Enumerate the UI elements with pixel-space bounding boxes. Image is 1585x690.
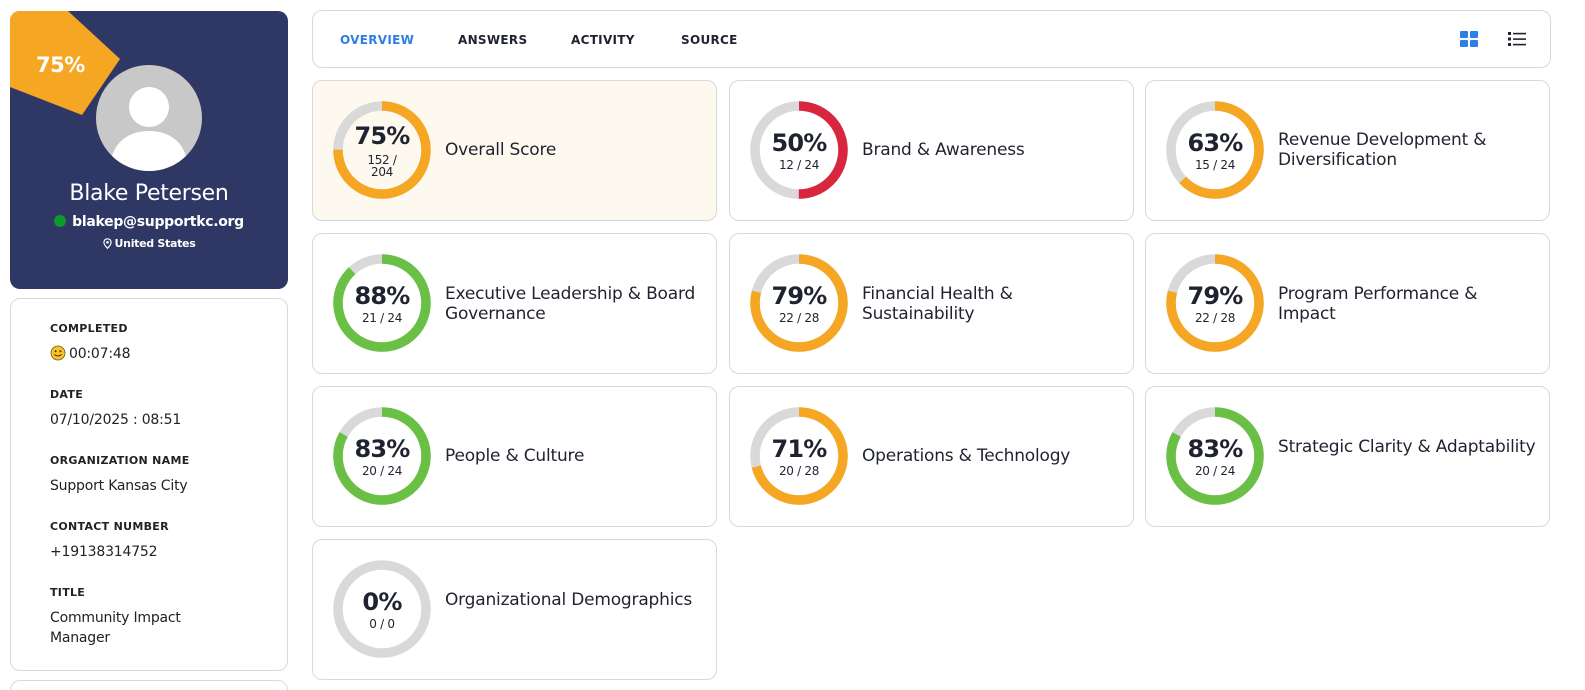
detail-label: TITLE [50, 586, 86, 599]
tab-answers[interactable]: ANSWERS [458, 33, 528, 47]
profile-email-row: blakep@supportkc.org [10, 214, 288, 230]
grid-view-icon [1460, 31, 1478, 47]
score-card-revenue-development[interactable]: 63% 15 / 24 Revenue Development & Divers… [1145, 80, 1550, 221]
score-ratio: 22 / 28 [1194, 311, 1236, 325]
score-percent: 88% [354, 282, 410, 310]
score-percent: 79% [771, 282, 827, 310]
user-silhouette-icon [110, 87, 188, 171]
score-ratio: 15 / 24 [1194, 158, 1236, 172]
score-card-operations-technology[interactable]: 71% 20 / 28 Operations & Technology [729, 386, 1134, 527]
score-title: Strategic Clarity & Adaptability [1278, 437, 1536, 457]
score-ring: 79% 22 / 28 [1166, 254, 1264, 352]
score-ratio: 152 / 204 [367, 153, 397, 179]
detail-label: DATE [50, 388, 84, 401]
score-ratio: 22 / 28 [778, 311, 820, 325]
score-card-people-culture[interactable]: 83% 20 / 24 People & Culture [312, 386, 717, 527]
score-card-executive-leadership[interactable]: 88% 21 / 24 Executive Leadership & Board… [312, 233, 717, 374]
score-card-program-performance[interactable]: 79% 22 / 28 Program Performance & Impact [1145, 233, 1550, 374]
score-ratio: 12 / 24 [778, 158, 820, 172]
profile-location: United States [114, 237, 196, 250]
score-ratio: 21 / 24 [361, 311, 403, 325]
location-pin-icon [102, 238, 112, 252]
completed-time: 00:07:48 [69, 346, 131, 362]
tab-source[interactable]: SOURCE [681, 33, 738, 47]
avatar[interactable] [96, 65, 202, 171]
grid-view-button[interactable] [1458, 28, 1480, 50]
score-card-organizational-demographics[interactable]: 0% 0 / 0 Organizational Demographics [312, 539, 717, 680]
score-percent: 71% [771, 435, 827, 463]
score-percent: 0% [362, 588, 402, 616]
score-ring: 83% 20 / 24 [1166, 407, 1264, 505]
score-title: Brand & Awareness [862, 140, 1025, 160]
tabs-bar: OVERVIEW ANSWERS ACTIVITY SOURCE [312, 10, 1551, 68]
score-percent: 83% [1187, 435, 1243, 463]
detail-value: +19138314752 [50, 544, 158, 560]
detail-value: Support Kansas City [50, 478, 188, 494]
score-ring: 88% 21 / 24 [333, 254, 431, 352]
list-view-icon [1508, 32, 1526, 46]
score-ring: 50% 12 / 24 [750, 101, 848, 199]
next-card [10, 680, 288, 690]
score-ring: 63% 15 / 24 [1166, 101, 1264, 199]
score-card-financial-health[interactable]: 79% 22 / 28 Financial Health & Sustainab… [729, 233, 1134, 374]
score-title: People & Culture [445, 446, 585, 466]
score-percent: 50% [771, 129, 827, 157]
score-percent: 83% [354, 435, 410, 463]
detail-date: DATE 07/10/2025 : 08:51 [50, 388, 270, 430]
score-title: Overall Score [445, 140, 557, 160]
details-card: COMPLETED 00:07:48 DATE 07/10/2025 : 08:… [10, 298, 288, 671]
detail-label: ORGANIZATION NAME [50, 454, 190, 467]
score-card-brand-awareness[interactable]: 50% 12 / 24 Brand & Awareness [729, 80, 1134, 221]
detail-value: 00:07:48 [50, 344, 270, 367]
detail-value: Community Impact Manager [50, 610, 181, 646]
score-ring: 71% 20 / 28 [750, 407, 848, 505]
profile-location-row: United States [10, 237, 288, 252]
score-ratio: 20 / 28 [778, 464, 820, 478]
score-percent: 79% [1187, 282, 1243, 310]
online-status-icon [54, 215, 67, 227]
score-title: Executive Leadership & Board Governance [445, 284, 696, 324]
score-ring: 75% 152 / 204 [333, 101, 431, 199]
profile-card: 75% Blake Petersen blakep@supportkc.org … [10, 11, 288, 289]
score-ring: 79% 22 / 28 [750, 254, 848, 352]
score-card-overall[interactable]: 75% 152 / 204 Overall Score [312, 80, 717, 221]
tab-activity[interactable]: ACTIVITY [571, 33, 635, 47]
score-badge-label: 75% [36, 53, 85, 77]
score-ratio: 0 / 0 [369, 617, 395, 631]
score-percent: 63% [1187, 129, 1243, 157]
score-ratio: 20 / 24 [1194, 464, 1236, 478]
score-title: Revenue Development & Diversification [1278, 130, 1487, 170]
list-view-button[interactable] [1506, 28, 1528, 50]
score-ring: 83% 20 / 24 [333, 407, 431, 505]
smiley-icon [50, 345, 66, 367]
detail-contact-number: CONTACT NUMBER +19138314752 [50, 520, 270, 562]
score-title: Financial Health & Sustainability [862, 284, 1013, 324]
score-ratio: 20 / 24 [361, 464, 403, 478]
detail-label: CONTACT NUMBER [50, 520, 169, 533]
tab-overview[interactable]: OVERVIEW [340, 33, 415, 47]
score-percent: 75% [354, 122, 410, 150]
score-card-strategic-clarity[interactable]: 83% 20 / 24 Strategic Clarity & Adaptabi… [1145, 386, 1550, 527]
detail-completed: COMPLETED 00:07:48 [50, 322, 270, 367]
detail-title: TITLE Community Impact Manager [50, 586, 210, 648]
score-ring: 0% 0 / 0 [333, 560, 431, 658]
detail-value: 07/10/2025 : 08:51 [50, 412, 182, 428]
score-title: Organizational Demographics [445, 590, 693, 610]
detail-organization: ORGANIZATION NAME Support Kansas City [50, 454, 270, 496]
score-corner-badge: 75% [10, 11, 130, 126]
score-title: Program Performance & Impact [1278, 284, 1478, 324]
profile-email[interactable]: blakep@supportkc.org [72, 214, 244, 230]
profile-name: Blake Petersen [69, 181, 229, 206]
detail-label: COMPLETED [50, 322, 128, 335]
score-title: Operations & Technology [862, 446, 1071, 466]
